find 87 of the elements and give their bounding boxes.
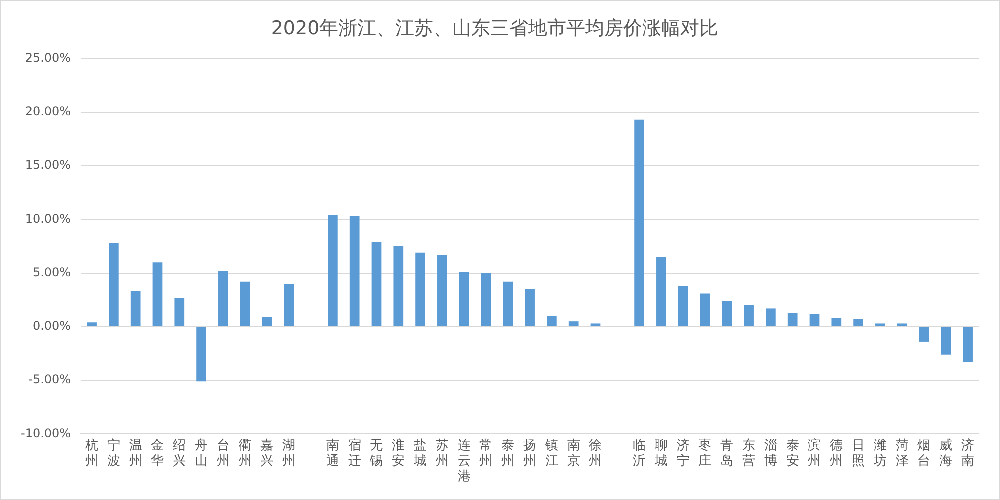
y-tick-label: 10.00% <box>25 212 72 226</box>
x-tick-label: 南通 <box>326 438 340 469</box>
bar <box>722 301 732 326</box>
bar <box>656 257 666 326</box>
bar <box>130 292 141 326</box>
bar <box>350 216 360 326</box>
bar <box>284 284 294 326</box>
x-tick-label: 金华 <box>151 438 164 469</box>
x-tick-label: 衢州 <box>238 438 252 469</box>
bar <box>503 282 514 326</box>
y-tick-label: -5.00% <box>28 372 72 387</box>
x-tick-label: 舟山 <box>195 438 208 469</box>
bar <box>152 262 163 326</box>
bar <box>963 327 973 362</box>
bar <box>481 273 492 326</box>
x-tick-label: 盐城 <box>413 438 428 469</box>
bar <box>438 255 448 326</box>
x-tick-label: 徐州 <box>589 438 602 469</box>
x-tick-label: 湖州 <box>282 438 296 469</box>
x-tick-label: 杭州 <box>84 438 99 469</box>
x-tick-label: 泰州 <box>502 438 515 469</box>
x-tick-label: 台州 <box>216 438 230 469</box>
bar <box>87 322 97 326</box>
x-tick-label: 淮安 <box>392 438 406 469</box>
bar <box>196 327 206 382</box>
bar <box>109 243 119 326</box>
bar <box>744 305 754 326</box>
x-tick-label: 镇江 <box>544 438 558 469</box>
bar <box>240 282 250 326</box>
bar <box>459 272 470 326</box>
bar <box>810 314 820 326</box>
x-tick-label: 嘉兴 <box>260 438 274 469</box>
bar <box>897 324 908 326</box>
x-tick-label: 绍兴 <box>173 438 186 469</box>
x-tick-label: 温州 <box>129 438 142 469</box>
bar <box>328 215 338 326</box>
bar <box>854 319 864 326</box>
x-tick-label: 扬州 <box>524 438 537 469</box>
x-tick-label: 宿迁 <box>348 437 362 469</box>
y-tick-label: 20.00% <box>25 104 72 119</box>
y-tick-label: -10.00% <box>20 426 72 440</box>
x-tick-label: 菏泽 <box>896 438 909 469</box>
x-tick-label: 南京 <box>567 438 580 469</box>
bar <box>262 317 272 326</box>
bar <box>919 327 930 342</box>
bar <box>394 246 404 326</box>
bar <box>700 294 710 326</box>
bar <box>525 289 535 326</box>
x-tick-label: 泰安 <box>786 438 800 469</box>
y-tick-label: 25.00% <box>25 50 72 65</box>
bar <box>941 327 952 355</box>
y-tick-label: 15.00% <box>25 158 72 172</box>
bar <box>174 298 185 326</box>
x-tick-label: 无锡 <box>369 438 384 469</box>
x-tick-label: 连云港 <box>458 438 471 485</box>
x-tick-label: 宁波 <box>107 437 120 469</box>
bar <box>547 316 557 326</box>
x-tick-label: 苏州 <box>436 438 449 469</box>
x-tick-label: 威海 <box>940 438 953 469</box>
bar <box>678 286 688 326</box>
x-tick-label: 日照 <box>852 438 866 469</box>
x-tick-label: 淄博 <box>764 438 778 469</box>
y-tick-label: 0.00% <box>32 319 72 334</box>
x-tick-label: 青岛 <box>720 438 734 469</box>
bar <box>568 322 579 326</box>
bar <box>876 324 886 326</box>
bar <box>766 308 776 326</box>
x-tick-label: 潍坊 <box>872 438 887 469</box>
x-tick-label: 德州 <box>830 438 844 469</box>
x-tick-label: 临沂 <box>633 438 646 469</box>
x-tick-label: 滨州 <box>808 437 822 469</box>
x-tick-label: 济宁 <box>676 438 690 469</box>
bar <box>788 313 798 326</box>
x-tick-label: 枣庄 <box>698 438 712 469</box>
bar <box>372 242 382 326</box>
bar <box>218 271 228 326</box>
bar <box>416 252 426 326</box>
bar <box>634 120 644 326</box>
x-tick-label: 常州 <box>480 438 493 469</box>
x-tick-label: 东营 <box>742 438 756 469</box>
x-tick-label: 烟台 <box>918 438 931 469</box>
bar <box>832 318 842 326</box>
y-tick-label: 5.00% <box>32 265 72 280</box>
bar <box>590 324 601 326</box>
chart-title: 2020年浙江、江苏、山东三省地市平均房价涨幅对比 <box>271 17 719 40</box>
x-tick-label: 聊城 <box>654 438 668 469</box>
x-tick-label: 济南 <box>962 438 975 469</box>
